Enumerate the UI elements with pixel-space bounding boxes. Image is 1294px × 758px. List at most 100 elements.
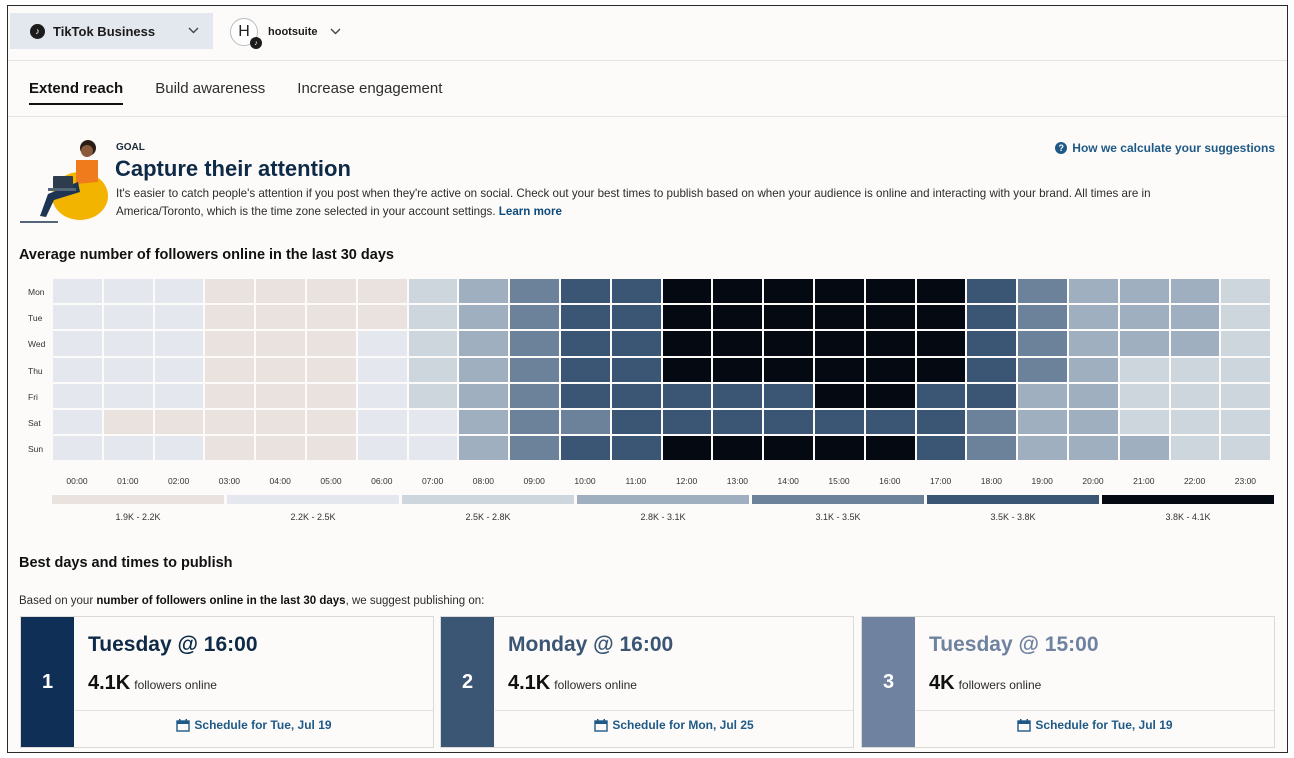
heatmap-cell (1018, 436, 1067, 461)
schedule-label: Schedule for Mon, Jul 25 (612, 718, 754, 732)
best-time-card: 1 Tuesday @ 16:00 4.1K followers online … (20, 616, 434, 748)
heatmap-cell (510, 331, 559, 356)
hour-label: 19:00 (1031, 476, 1053, 486)
best-time-title: Tuesday @ 16:00 (88, 633, 258, 656)
best-time-card: 3 Tuesday @ 15:00 4K followers online Sc… (861, 616, 1275, 748)
divider (8, 116, 1287, 117)
heatmap-cell (510, 357, 559, 382)
tab-build-awareness[interactable]: Build awareness (155, 80, 266, 97)
heatmap-cell (154, 436, 204, 461)
schedule-button[interactable]: Schedule for Mon, Jul 25 (495, 718, 853, 732)
heatmap-cell (916, 357, 966, 382)
heatmap-cell (1018, 410, 1067, 435)
person-laptop-illustration (20, 140, 108, 223)
heatmap-cell (459, 383, 509, 408)
heatmap-cell (307, 305, 356, 330)
heatmap-cell (103, 305, 153, 330)
goal-description-text: It's easier to catch people's attention … (116, 187, 1151, 218)
heatmap-cell (408, 410, 458, 435)
legend-item: 2.2K - 2.5K (227, 495, 399, 522)
heatmap-cell (256, 279, 305, 304)
heatmap-cell (1069, 383, 1118, 408)
day-label: Mon (28, 287, 45, 297)
subtitle-bold: number of followers online in the last 3… (96, 595, 346, 607)
heatmap-cell (815, 383, 864, 408)
schedule-button[interactable]: Schedule for Tue, Jul 19 (916, 718, 1274, 732)
heatmap-cell (611, 410, 661, 435)
hour-label: 10:00 (574, 476, 596, 486)
heatmap-cell (459, 357, 509, 382)
subtitle-post: , we suggest publishing on: (345, 595, 485, 607)
heatmap-cell (713, 410, 763, 435)
legend-swatch (577, 495, 749, 504)
heatmap-cell (357, 331, 407, 356)
account-selector[interactable]: ♪ TikTok Business (10, 13, 213, 49)
hour-label: 11:00 (625, 476, 647, 486)
heatmap-cell (561, 331, 610, 356)
heatmap-cell (662, 305, 712, 330)
heatmap-cell (307, 410, 356, 435)
heatmap-cell (1221, 331, 1271, 356)
schedule-button[interactable]: Schedule for Tue, Jul 19 (75, 718, 433, 732)
heatmap-cell (154, 383, 204, 408)
heatmap-cell (967, 331, 1017, 356)
heatmap-cell (1170, 436, 1220, 461)
heatmap-cell (916, 279, 966, 304)
heatmap-cell (154, 279, 204, 304)
heatmap-cell (611, 331, 661, 356)
heatmap-cell (815, 305, 864, 330)
heatmap-cell (916, 305, 966, 330)
heatmap-cell (764, 436, 813, 461)
learn-more-link[interactable]: Learn more (498, 205, 562, 218)
heatmap-cell (662, 357, 712, 382)
heatmap-cell (1018, 331, 1067, 356)
heatmap-cell (256, 305, 305, 330)
app-frame: ♪ TikTok Business H ♪ hootsuite Extend r… (7, 5, 1288, 753)
goal-title: Capture their attention (115, 156, 351, 181)
heatmap-cell (205, 410, 255, 435)
heatmap-cell (967, 305, 1017, 330)
hour-label: 17:00 (929, 476, 952, 486)
hour-label: 20:00 (1082, 476, 1104, 486)
heatmap-cell (967, 436, 1017, 461)
heatmap-cell (357, 279, 407, 304)
heatmap-cell (510, 305, 559, 330)
heatmap-cell (1170, 331, 1220, 356)
heatmap-cell (764, 305, 813, 330)
hour-label: 04:00 (269, 476, 291, 486)
heatmap-cell (1119, 383, 1169, 408)
followers-stat: 4.1K followers online (88, 672, 217, 695)
heatmap-cell (713, 436, 763, 461)
tab-increase-engagement[interactable]: Increase engagement (297, 80, 443, 97)
heatmap-cell (1018, 383, 1067, 408)
divider (916, 710, 1274, 711)
heatmap-cell (53, 436, 102, 461)
profile-selector[interactable]: H ♪ hootsuite (230, 17, 341, 49)
tab-extend-reach[interactable]: Extend reach (29, 68, 124, 105)
hour-label: 08:00 (472, 476, 495, 486)
heatmap-cell (408, 331, 458, 356)
followers-count: 4.1K (88, 672, 131, 694)
goal-label: GOAL (116, 142, 145, 153)
heatmap-cell (408, 305, 458, 330)
heatmap-cell (713, 383, 763, 408)
heatmap-cell (1069, 279, 1118, 304)
heatmap-cell (1119, 410, 1169, 435)
heatmap-cell (103, 357, 153, 382)
heatmap-cell (510, 436, 559, 461)
avatar: H ♪ (230, 18, 262, 49)
heatmap-cell (103, 383, 153, 408)
heatmap-cell (459, 436, 509, 461)
day-label: Sun (28, 444, 44, 455)
heatmap-cell (53, 383, 102, 408)
legend-label: 2.5K - 2.8K (465, 512, 511, 522)
heatmap-cell (916, 410, 966, 435)
hour-label: 06:00 (371, 476, 393, 486)
calendar-icon (176, 718, 191, 732)
how-we-calculate-link[interactable]: ? How we calculate your suggestions (1055, 141, 1275, 155)
hour-label: 03:00 (218, 476, 241, 486)
hour-label: 07:00 (421, 476, 444, 486)
hour-label: 22:00 (1183, 476, 1206, 486)
schedule-label: Schedule for Tue, Jul 19 (194, 718, 332, 732)
heatmap-cell (205, 305, 255, 330)
